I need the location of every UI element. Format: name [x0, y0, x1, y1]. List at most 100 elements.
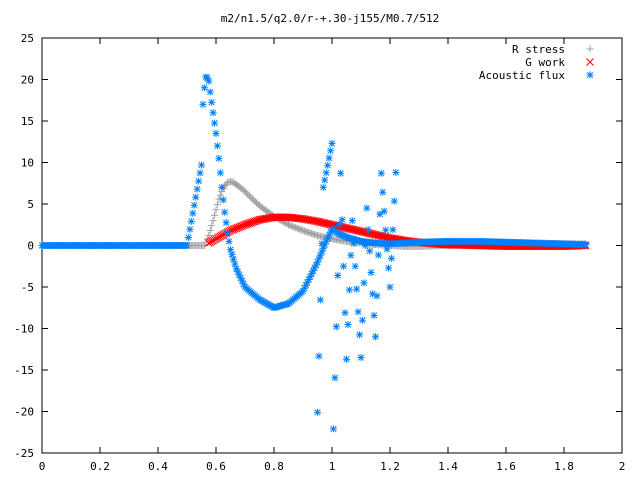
data-point: [290, 223, 298, 231]
data-point: [382, 226, 390, 234]
data-point: [332, 323, 340, 331]
data-point: [228, 250, 236, 258]
legend-marker: [586, 58, 594, 66]
x-tick-label: 0.8: [264, 460, 284, 473]
axis-ticks: 0 0.2 0.4 0.6 0.8 1 1.2 1.4 1.6 1.8 2 -25 -20 -15 -10 -…: [14, 32, 625, 473]
data-point: [295, 225, 303, 233]
data-point: [322, 237, 330, 245]
data-point: [321, 176, 329, 184]
y-tick-label: 15: [21, 115, 34, 128]
data-point: [308, 270, 316, 278]
data-point: [205, 77, 213, 85]
data-marks: [38, 73, 590, 433]
data-point: [219, 196, 227, 204]
data-point: [289, 222, 297, 230]
y-tick-label: -15: [14, 364, 34, 377]
data-point: [229, 255, 237, 263]
series-acoustic-flux: [38, 73, 590, 433]
data-point: [364, 226, 372, 234]
data-point: [292, 224, 300, 232]
data-point: [344, 321, 352, 329]
data-point: [315, 255, 323, 263]
data-point: [389, 226, 397, 234]
data-point: [242, 189, 250, 197]
data-point: [331, 374, 339, 382]
x-tick-label: 1.2: [380, 460, 400, 473]
data-point: [203, 74, 211, 82]
data-point: [372, 333, 379, 341]
data-point: [252, 216, 261, 225]
data-point: [311, 264, 319, 272]
data-point: [245, 192, 253, 200]
y-tick-label: -20: [14, 406, 34, 419]
data-point: [249, 217, 258, 226]
data-point: [187, 217, 195, 225]
data-point: [224, 229, 232, 237]
data-point: [363, 204, 371, 212]
data-point: [212, 206, 220, 214]
data-point: [235, 271, 243, 279]
legend-label: Acoustic flux: [479, 69, 565, 82]
x-tick-label: 0.4: [148, 460, 168, 473]
data-point: [218, 183, 226, 191]
data-point: [327, 228, 335, 236]
data-point: [350, 239, 358, 247]
data-point: [321, 241, 329, 249]
data-point: [215, 195, 223, 203]
data-point: [327, 147, 335, 155]
data-point: [345, 286, 353, 294]
data-point: [374, 251, 382, 259]
data-point: [221, 182, 229, 190]
data-point: [222, 219, 230, 227]
data-point: [341, 233, 349, 241]
data-point: [221, 208, 229, 216]
data-point: [325, 231, 333, 239]
data-point: [212, 129, 220, 137]
data-point: [215, 154, 223, 162]
data-point: [245, 219, 254, 228]
data-point: [334, 272, 342, 280]
data-point: [348, 217, 356, 225]
data-point: [366, 247, 374, 255]
data-point: [246, 218, 255, 227]
data-point: [186, 225, 194, 233]
data-point: [347, 251, 355, 259]
data-point: [356, 331, 364, 339]
data-point: [351, 262, 359, 270]
data-point: [367, 268, 375, 276]
data-point: [335, 220, 343, 228]
data-point: [199, 100, 207, 108]
data-point: [312, 261, 320, 269]
data-point: [237, 274, 245, 282]
data-point: [305, 276, 313, 284]
data-point: [329, 425, 337, 433]
data-point: [377, 169, 385, 177]
data-point: [340, 262, 348, 270]
data-point: [298, 226, 306, 234]
data-point: [208, 222, 216, 230]
data-point: [319, 244, 327, 252]
data-point: [357, 354, 365, 362]
data-point: [309, 267, 317, 275]
data-point: [208, 98, 216, 106]
data-point: [206, 227, 214, 235]
data-point: [241, 188, 249, 196]
data-point: [361, 242, 369, 249]
chart-title: m2/n1.5/q2.0/r-+.30-j155/M0.7/512: [221, 12, 440, 25]
data-point: [240, 280, 248, 288]
data-point: [285, 221, 292, 229]
y-tick-label: 0: [27, 240, 34, 253]
data-point: [232, 265, 240, 273]
data-point: [299, 287, 307, 295]
data-point: [373, 292, 381, 300]
data-point: [287, 222, 295, 230]
data-point: [376, 210, 384, 218]
data-point: [379, 188, 387, 196]
data-point: [209, 109, 217, 117]
data-point: [251, 217, 260, 226]
data-point: [315, 352, 323, 360]
y-tick-label: 10: [21, 157, 34, 170]
data-point: [200, 84, 208, 92]
data-point: [353, 285, 361, 293]
